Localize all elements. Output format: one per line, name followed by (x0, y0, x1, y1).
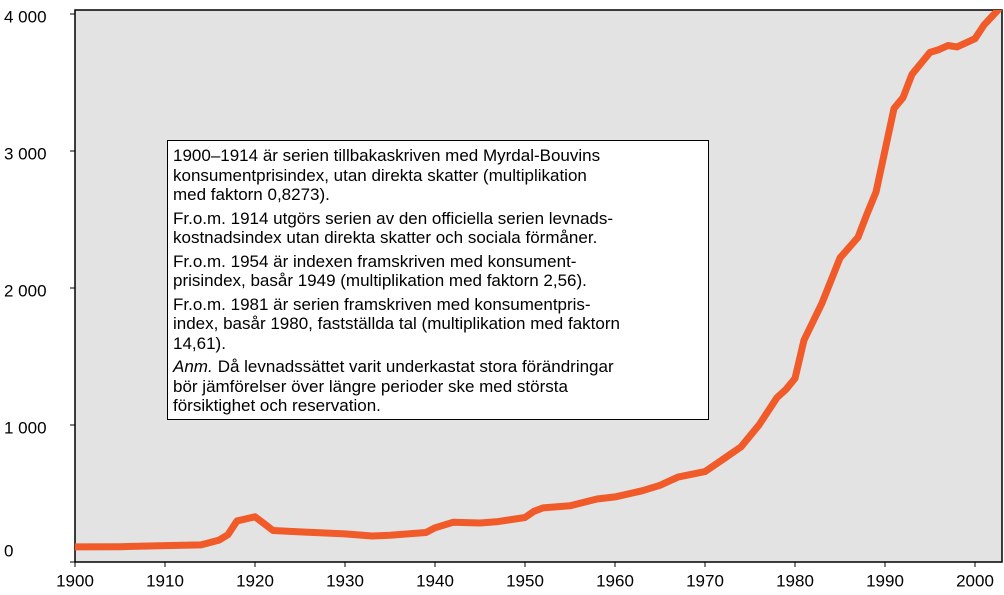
annotation-line: Anm. Då levnadssättet varit underkastat s… (173, 357, 703, 377)
line-series (75, 10, 1002, 551)
x-tick-label: 1900 (56, 571, 94, 590)
annotation-line: Fr.o.m. 1914 utgörs serien av den offici… (173, 208, 614, 228)
y-tick-label: 0 (4, 541, 13, 560)
x-tick-label: 1940 (416, 571, 454, 590)
annotation-line: prisindex, basår 1949 (multiplikation me… (173, 271, 587, 290)
annotation-label: Anm. (173, 357, 213, 376)
annotation-line: försiktighet och reservation. (173, 396, 381, 415)
x-tick-label: 1920 (236, 571, 274, 590)
annotation-line: 1900–1914 är serien tillbakaskriven med … (173, 146, 601, 165)
x-tick-label: 1950 (506, 571, 544, 590)
annotation-line: Fr.o.m. 1981 är serien framskriven med k… (173, 294, 591, 314)
annotation-line: 14,61). (173, 333, 226, 353)
annotation-line: konsumentprisindex, utan direkta skatter… (173, 165, 587, 185)
x-tick-label: 1970 (686, 571, 724, 590)
x-tick-label: 1930 (326, 571, 364, 590)
annotation-line: Fr.o.m. 1954 är indexen framskriven med … (173, 251, 577, 271)
annotation-line: index, basår 1980, fastställda tal (mult… (173, 314, 620, 333)
y-tick-label: 2 000 (4, 281, 47, 300)
x-tick-label: 1980 (776, 571, 814, 590)
annotation-line: bör jämförelser över längre perioder ske… (173, 376, 568, 396)
x-tick-label: 1990 (866, 571, 904, 590)
y-tick-label: 1 000 (4, 418, 47, 437)
annotation-box: 1900–1914 är serien tillbakaskriven med … (167, 140, 709, 420)
annotation-line: med faktorn 0,8273). (173, 185, 330, 204)
x-tick-label: 2000 (956, 571, 994, 590)
x-tick-label: 1960 (596, 571, 634, 590)
annotation-text: Då levnadssättet varit underkastat stora… (217, 357, 614, 376)
y-tick-label: 3 000 (4, 144, 47, 163)
x-tick-label: 1910 (146, 571, 184, 590)
annotation-line: kostnadsindex utan direkta skatter och s… (173, 228, 598, 247)
y-tick-label: 4 000 (4, 7, 47, 26)
